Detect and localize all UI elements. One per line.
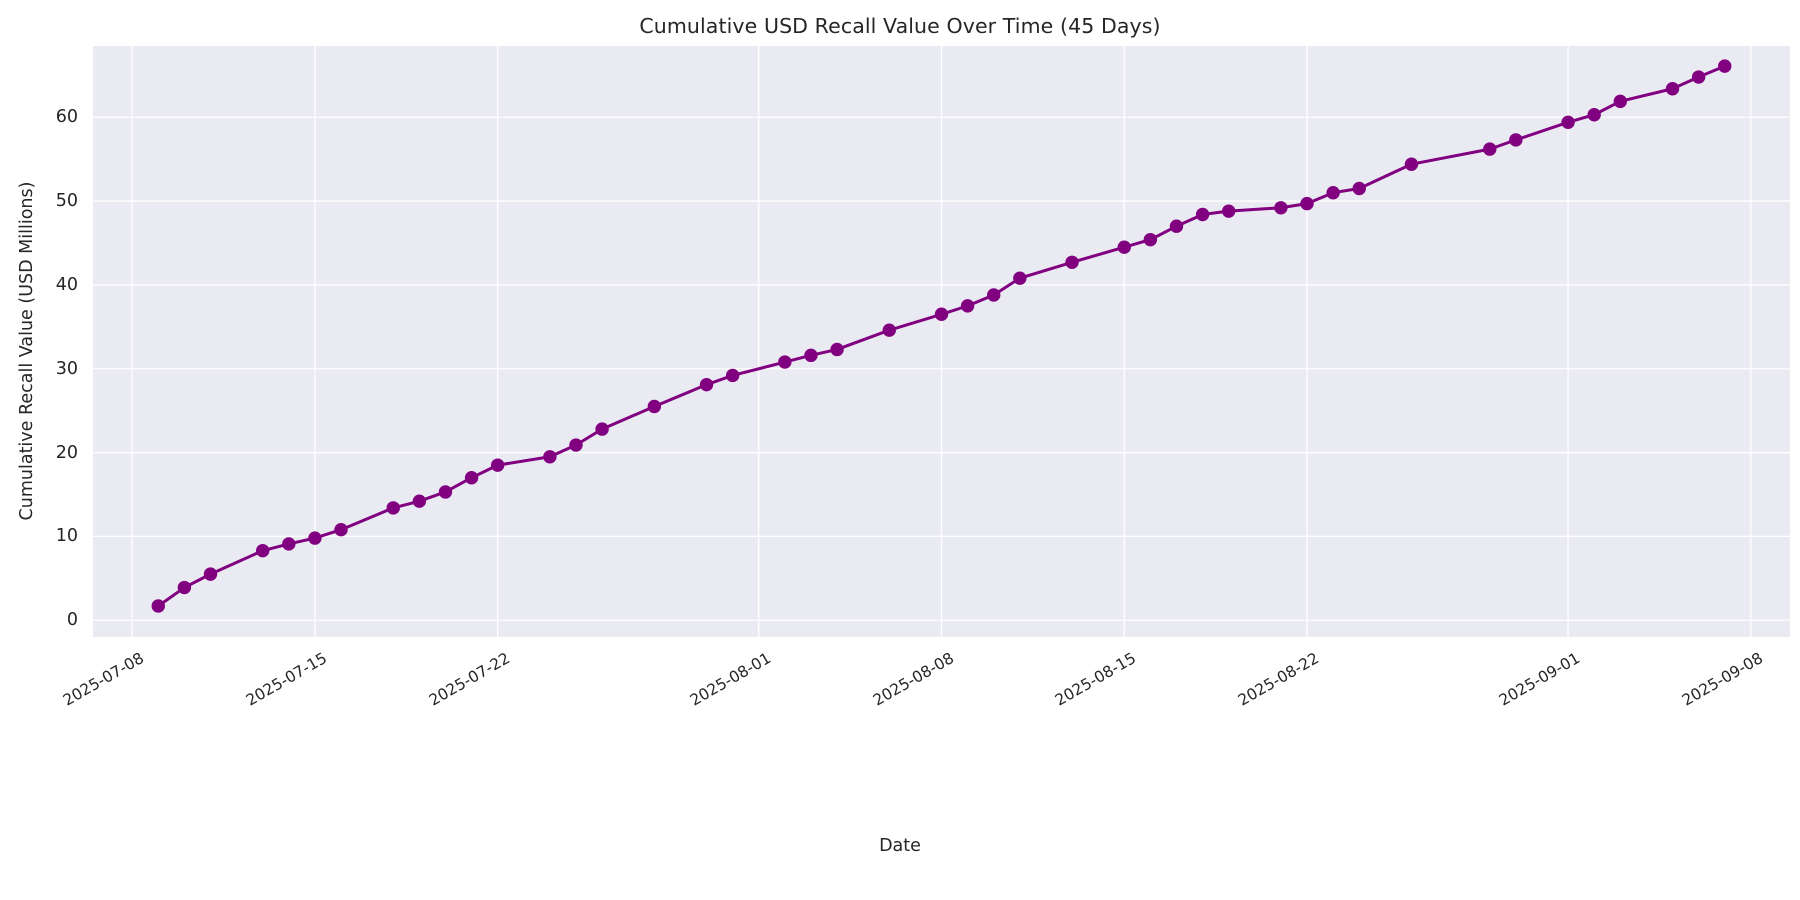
data-point-marker bbox=[1483, 142, 1497, 156]
data-point-marker bbox=[1561, 115, 1575, 129]
data-point-marker bbox=[1117, 240, 1131, 254]
x-tick-label: 2025-07-22 bbox=[425, 649, 513, 710]
plot-area bbox=[93, 46, 1790, 637]
data-point-marker bbox=[1013, 271, 1027, 285]
data-point-marker bbox=[647, 399, 662, 414]
data-point-marker bbox=[1613, 94, 1628, 109]
data-point-marker bbox=[1509, 133, 1523, 147]
data-point-marker bbox=[778, 355, 792, 369]
x-tick-label: 2025-07-08 bbox=[60, 649, 148, 710]
data-point-marker bbox=[438, 485, 453, 499]
data-point-marker bbox=[1143, 232, 1158, 247]
data-point-marker bbox=[1065, 255, 1079, 269]
data-point-marker bbox=[804, 348, 818, 363]
data-point-marker bbox=[1274, 201, 1288, 215]
data-point-marker bbox=[595, 422, 609, 436]
data-point-marker bbox=[1691, 70, 1706, 84]
data-point-marker bbox=[725, 368, 740, 383]
x-tick-label: 2025-07-15 bbox=[242, 649, 330, 710]
data-point-marker bbox=[1352, 181, 1366, 196]
data-point-marker bbox=[334, 522, 348, 537]
data-point-marker bbox=[282, 537, 296, 551]
data-point-marker bbox=[256, 543, 270, 558]
data-point-marker bbox=[830, 342, 844, 357]
data-point-marker bbox=[1169, 219, 1184, 233]
data-point-marker bbox=[151, 599, 165, 613]
data-point-marker bbox=[987, 288, 1001, 302]
x-tick-label: 2025-09-01 bbox=[1496, 649, 1584, 710]
x-axis-title: Date bbox=[879, 836, 921, 856]
data-point-marker bbox=[1718, 59, 1732, 73]
data-point-marker bbox=[1195, 207, 1210, 222]
x-tick-label: 2025-08-22 bbox=[1234, 649, 1322, 710]
data-point-marker bbox=[1300, 196, 1314, 211]
x-tick-label: 2025-08-15 bbox=[1052, 649, 1140, 710]
x-tick-label: 2025-08-01 bbox=[686, 649, 774, 710]
data-point-marker bbox=[490, 458, 505, 472]
data-point-marker bbox=[464, 471, 479, 485]
line-series bbox=[151, 59, 1732, 613]
x-tick-label: 2025-08-08 bbox=[869, 649, 957, 710]
x-tick-label: 2025-09-08 bbox=[1678, 649, 1766, 710]
data-point-marker bbox=[699, 377, 714, 392]
data-point-marker bbox=[960, 299, 975, 313]
data-point-marker bbox=[934, 307, 949, 321]
chart-title: Cumulative USD Recall Value Over Time (4… bbox=[639, 14, 1161, 38]
data-point-marker bbox=[308, 531, 322, 545]
data-point-marker bbox=[412, 494, 427, 508]
data-point-marker bbox=[1404, 157, 1419, 171]
data-point-marker bbox=[1587, 108, 1601, 122]
data-point-marker bbox=[177, 580, 192, 595]
data-point-marker bbox=[203, 567, 218, 581]
data-point-marker bbox=[882, 323, 896, 337]
grid-lines bbox=[93, 46, 1790, 637]
data-point-marker bbox=[1326, 186, 1340, 200]
data-point-marker bbox=[1665, 82, 1680, 96]
data-point-marker bbox=[543, 450, 557, 464]
data-point-marker bbox=[1221, 204, 1236, 218]
data-point-marker bbox=[569, 438, 583, 452]
y-axis-title: Cumulative Recall Value (USD Millions) bbox=[17, 181, 37, 521]
data-point-marker bbox=[386, 501, 400, 515]
